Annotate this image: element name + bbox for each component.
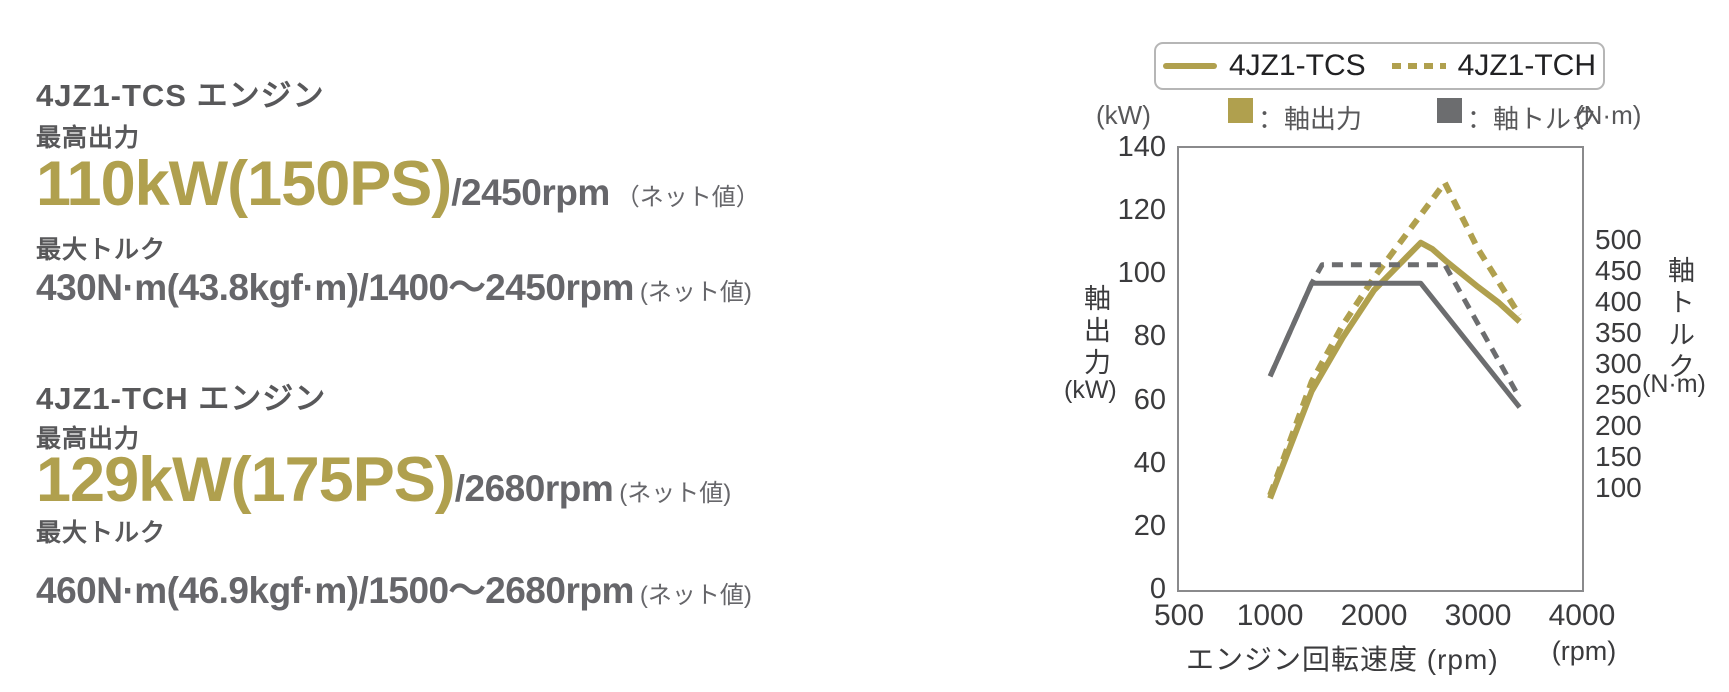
x-axis-unit: (rpm) — [1551, 636, 1617, 666]
engine1-title: 4JZ1-TCS エンジン — [36, 78, 325, 113]
engine2-power-label-row: 最高出力 — [36, 419, 140, 455]
x-tick-4000: 4000 — [1548, 599, 1616, 632]
left-axis-unit-top: (kW) — [1096, 100, 1151, 130]
y-left-tick-120: 120 — [1117, 194, 1166, 227]
y-right-tick-350: 350 — [1595, 316, 1642, 348]
y-right-tick-250: 250 — [1595, 378, 1642, 410]
tcs-solid-line-sample — [1162, 63, 1217, 69]
torque-swatch — [1437, 98, 1462, 123]
engine1-title-row: 4JZ1-TCS エンジン — [36, 70, 325, 115]
curve-2-torque-solid — [1267, 280, 1522, 409]
engine2-power-note: (ネット値) — [619, 480, 732, 507]
engine2-torque-label-row: 最大トルク — [36, 513, 166, 549]
engine1-torque-label-row: 最大トルク — [36, 230, 166, 266]
right-axis-unit: (N·m) — [1642, 370, 1706, 398]
engine1-max-torque-label: 最大トルク — [36, 236, 167, 264]
engine2-torque-value: 460N·m(46.9kgf·m)/1500～2680rpm — [36, 570, 634, 611]
engine2-title-row: 4JZ1-TCH エンジン — [36, 373, 326, 418]
x-tick-1000: 1000 — [1236, 599, 1304, 632]
engine1-torque-row: 430N·m(43.8kgf·m)/1400～2450rpm (ネット値) — [36, 257, 752, 311]
engine2-power-rpm: /2680rpm — [454, 468, 614, 509]
plot-area — [1177, 146, 1584, 592]
engine1-power-note: （ネット値） — [615, 184, 760, 211]
y-left-tick-80: 80 — [1133, 320, 1166, 353]
y-left-tick-20: 20 — [1133, 509, 1166, 542]
engine2-power-row: 129kW(175PS) /2680rpm (ネット値) — [36, 444, 731, 516]
y-left-tick-0: 0 — [1149, 573, 1166, 605]
y-right-tick-300: 300 — [1595, 347, 1642, 379]
y-right-tick-100: 100 — [1595, 471, 1642, 503]
engine1-power-value: 110kW(150PS) — [36, 149, 452, 219]
engine1-power-label-row: 最高出力 — [36, 118, 140, 154]
torque-series-label: ：軸トルク — [1467, 104, 1598, 134]
curve-1-power-dashed — [1267, 179, 1523, 497]
engine2-torque-note: (ネット値) — [639, 582, 752, 609]
right-axis-title: 軸トルク — [1664, 256, 1694, 384]
curve-0-power-solid — [1267, 239, 1522, 500]
y-left-tick-60: 60 — [1133, 383, 1166, 416]
engine2-power-value: 129kW(175PS) — [36, 445, 456, 515]
y-right-tick-450: 450 — [1595, 254, 1642, 286]
engine1-torque-note: (ネット値) — [639, 279, 752, 306]
x-tick-500: 500 — [1153, 599, 1205, 632]
output-series-label: ：軸出力 — [1258, 104, 1363, 134]
y-right-tick-200: 200 — [1595, 409, 1642, 441]
curve-3-torque-dashed — [1267, 262, 1522, 400]
engine2-max-torque-label: 最大トルク — [36, 519, 167, 547]
output-swatch — [1228, 98, 1253, 123]
y-right-tick-500: 500 — [1595, 223, 1642, 255]
engine2-torque-row: 460N·m(46.9kgf·m)/1500～2680rpm (ネット値) — [36, 560, 752, 614]
y-left-tick-100: 100 — [1117, 257, 1166, 290]
engine2-max-power-label: 最高出力 — [36, 425, 141, 453]
legend-item-tch: 4JZ1-TCH — [1391, 49, 1597, 83]
legend-item-tcs: 4JZ1-TCS — [1162, 49, 1366, 83]
x-tick-3000: 3000 — [1444, 599, 1512, 632]
y-right-tick-150: 150 — [1595, 440, 1642, 472]
left-axis-unit: (kW) — [1064, 376, 1117, 404]
engine1-max-power-label: 最高出力 — [36, 124, 141, 152]
engine1-power-rpm: /2450rpm — [451, 172, 610, 213]
y-right-tick-400: 400 — [1595, 285, 1642, 317]
x-tick-2000: 2000 — [1340, 599, 1408, 632]
engine1-power-row: 110kW(150PS) /2450rpm （ネット値） — [36, 148, 760, 220]
tch-dashed-line-sample — [1391, 63, 1446, 69]
x-axis-title: エンジン回転速度 (rpm) — [1186, 644, 1499, 675]
right-axis-unit-top: (N·m) — [1575, 100, 1642, 130]
engine1-torque-value: 430N·m(43.8kgf·m)/1400～2450rpm — [36, 267, 634, 308]
chart-legend: 4JZ1-TCS 4JZ1-TCH — [1154, 42, 1605, 90]
y-left-tick-140: 140 — [1117, 131, 1166, 163]
left-axis-title: 軸出力 — [1080, 284, 1110, 380]
performance-curves — [1267, 179, 1523, 500]
y-left-tick-40: 40 — [1133, 446, 1166, 479]
legend-label-tcs: 4JZ1-TCS — [1228, 49, 1366, 82]
legend-label-tch: 4JZ1-TCH — [1457, 49, 1597, 82]
engine2-title: 4JZ1-TCH エンジン — [36, 381, 327, 416]
